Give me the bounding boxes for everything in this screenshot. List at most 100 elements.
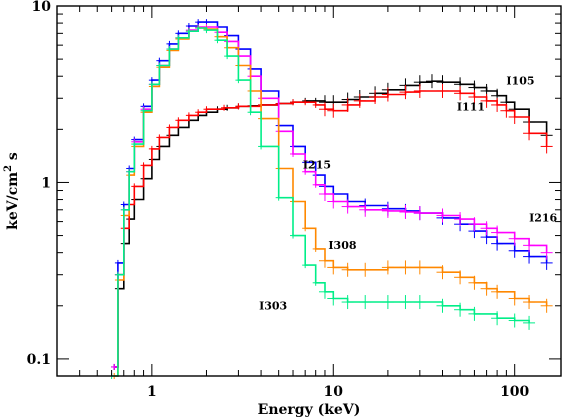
data-point [203,106,210,113]
data-point [195,25,202,32]
data-point [166,46,173,53]
data-point [114,259,121,266]
series-label-i303: I303 [259,300,287,313]
data-point [318,284,331,299]
y-tick-label: 10 [32,0,52,15]
x-tick-label: 10 [324,384,344,400]
y-axis-label: keV/cm2 s [3,152,21,230]
data-point [312,245,319,252]
y-axis-label-tail: s [5,152,21,165]
series-layer [108,19,553,379]
data-point [508,109,521,124]
data-point [413,295,426,310]
data-point [454,86,467,101]
data-point [185,28,192,35]
data-point [468,217,481,232]
data-point [290,99,297,106]
data-point [114,271,121,278]
data-point [318,187,331,202]
data-point [327,291,340,306]
data-point [214,37,221,44]
data-point [318,102,331,117]
data-point [523,238,536,253]
series-label-i216: I216 [529,212,557,225]
data-point [312,279,319,286]
data-point [312,181,319,188]
data-point [480,93,493,108]
data-point [148,81,155,88]
series-line-i216 [114,26,548,368]
data-point [454,270,467,285]
data-point [203,27,210,34]
data-point [500,103,513,118]
data-point [131,141,138,148]
data-point [131,183,138,190]
data-point [175,34,182,41]
data-point [359,262,372,277]
data-point [399,205,412,220]
data-point [111,363,118,370]
data-point [247,109,254,116]
data-point [381,260,394,275]
data-point [523,295,536,310]
data-point [491,225,504,240]
data-point [166,124,173,131]
data-point [166,40,173,47]
data-point [341,295,354,310]
data-point [523,315,536,330]
data-point [508,313,521,328]
data-point [327,260,340,275]
data-point [290,150,297,157]
series-i111 [111,83,553,370]
data-point [491,97,504,112]
data-point [480,221,493,236]
data-point [224,53,231,60]
data-point [399,260,412,275]
data-point [359,202,372,217]
data-point [341,199,354,214]
data-point [468,275,481,290]
data-point [381,203,394,218]
plot-frame [56,5,562,377]
data-point [468,89,481,104]
series-line-i303 [111,27,530,377]
data-point [540,245,553,260]
data-point [318,253,331,268]
data-point [156,134,163,141]
data-point [454,212,467,227]
series-i216 [111,24,553,370]
data-point [480,281,493,296]
data-point [221,104,228,111]
data-point [508,231,521,246]
data-point [341,262,354,277]
data-point [312,101,319,108]
data-point [327,103,340,118]
data-point [523,126,536,141]
data-point [436,265,449,280]
data-point [175,117,182,124]
data-point [120,206,127,213]
data-point [369,89,382,104]
data-point [413,83,426,98]
tick-layer: 1 10 100 0.1 1 10 [27,0,561,400]
data-point [359,295,372,310]
data-point [148,145,155,152]
series-label-i111: I111 [457,101,485,114]
x-tick-label: 1 [147,384,157,400]
data-point [185,112,192,119]
data-point [413,260,426,275]
data-point [302,225,309,232]
series-line-i308 [114,27,548,377]
data-point [235,103,242,110]
y-tick-label: 0.1 [27,352,51,368]
data-point [381,295,394,310]
data-point [302,262,309,269]
data-point [436,83,449,98]
data-point [540,298,553,313]
data-point [425,74,438,89]
data-point [341,97,354,112]
data-point [468,306,481,321]
series-label-i215: I215 [303,159,331,172]
data-point [327,194,340,209]
